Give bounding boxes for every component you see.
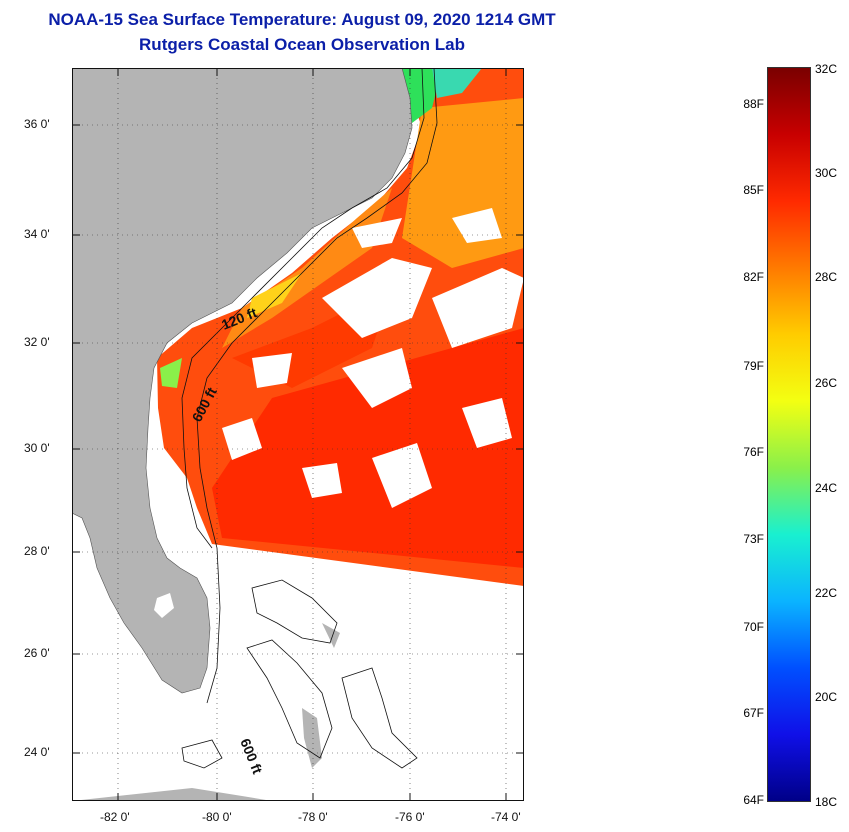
graticule (72, 68, 524, 801)
cloud (372, 443, 432, 508)
colorbar-f-label: 70F (743, 620, 764, 634)
colorbar-c-label: 20C (815, 690, 838, 704)
land-cuba (72, 788, 272, 801)
lat-label: 24 0' (24, 745, 50, 759)
contour-bahamas (246, 639, 333, 759)
map-border (72, 68, 524, 801)
land-lake (154, 593, 174, 618)
contour-bahamas (341, 667, 418, 769)
sst-map: 120 ft 600 ft 600 ft (71, 67, 524, 801)
lat-label: 26 0' (24, 646, 50, 660)
map-subtitle: Rutgers Coastal Ocean Observation Lab (139, 35, 465, 54)
colorbar-c-label: 32C (815, 62, 838, 76)
sst-patch-yellow (247, 273, 302, 318)
colorbar-c-label: 22C (815, 586, 838, 600)
colorbar-f-label: 82F (743, 270, 764, 284)
sst-patch-green (432, 68, 482, 98)
lat-label: 34 0' (24, 227, 50, 241)
lat-label: 28 0' (24, 544, 50, 558)
cloud (342, 348, 412, 408)
contour-120ft (181, 67, 425, 549)
lat-label: 36 0' (24, 117, 50, 131)
sst-map-svg: 120 ft 600 ft 600 ft (71, 67, 524, 801)
colorbar-f-label: 64F (743, 793, 764, 807)
cloud (222, 418, 262, 460)
cloud (352, 218, 402, 248)
colorbar-c-label: 30C (815, 166, 838, 180)
cloud (462, 398, 512, 448)
cloud (322, 258, 432, 338)
lon-label: -74 0' (491, 810, 521, 824)
colorbar-c-label: 28C (815, 270, 838, 284)
temperature-colorbar (767, 67, 811, 802)
colorbar-f-label: 88F (743, 97, 764, 111)
lat-label: 30 0' (24, 441, 50, 455)
cloud (252, 353, 292, 388)
colorbar-f-label: 67F (743, 706, 764, 720)
colorbar-c-label: 24C (815, 481, 838, 495)
lon-label: -76 0' (395, 810, 425, 824)
frame-ticks (72, 68, 524, 801)
land-bahamas (322, 623, 340, 648)
sst-patch-green (160, 358, 182, 388)
lat-label: 32 0' (24, 335, 50, 349)
contour-bahamas (251, 579, 338, 644)
contour-cay-sal (181, 739, 223, 769)
map-title: NOAA-15 Sea Surface Temperature: August … (48, 10, 556, 29)
lon-label: -80 0' (202, 810, 232, 824)
sst-patch-green (402, 68, 442, 123)
land-us-southeast (71, 67, 413, 694)
sst-patch-deep (212, 328, 524, 568)
lon-label: -82 0' (100, 810, 130, 824)
cloud (452, 208, 502, 243)
colorbar-f-label: 73F (743, 532, 764, 546)
colorbar-c-label: 26C (815, 376, 838, 390)
cloud (302, 463, 342, 498)
colorbar-f-label: 76F (743, 445, 764, 459)
cloud (432, 268, 524, 348)
colorbar-f-label: 85F (743, 183, 764, 197)
lon-label: -78 0' (298, 810, 328, 824)
colorbar-f-label: 79F (743, 359, 764, 373)
colorbar-c-label: 18C (815, 795, 838, 809)
